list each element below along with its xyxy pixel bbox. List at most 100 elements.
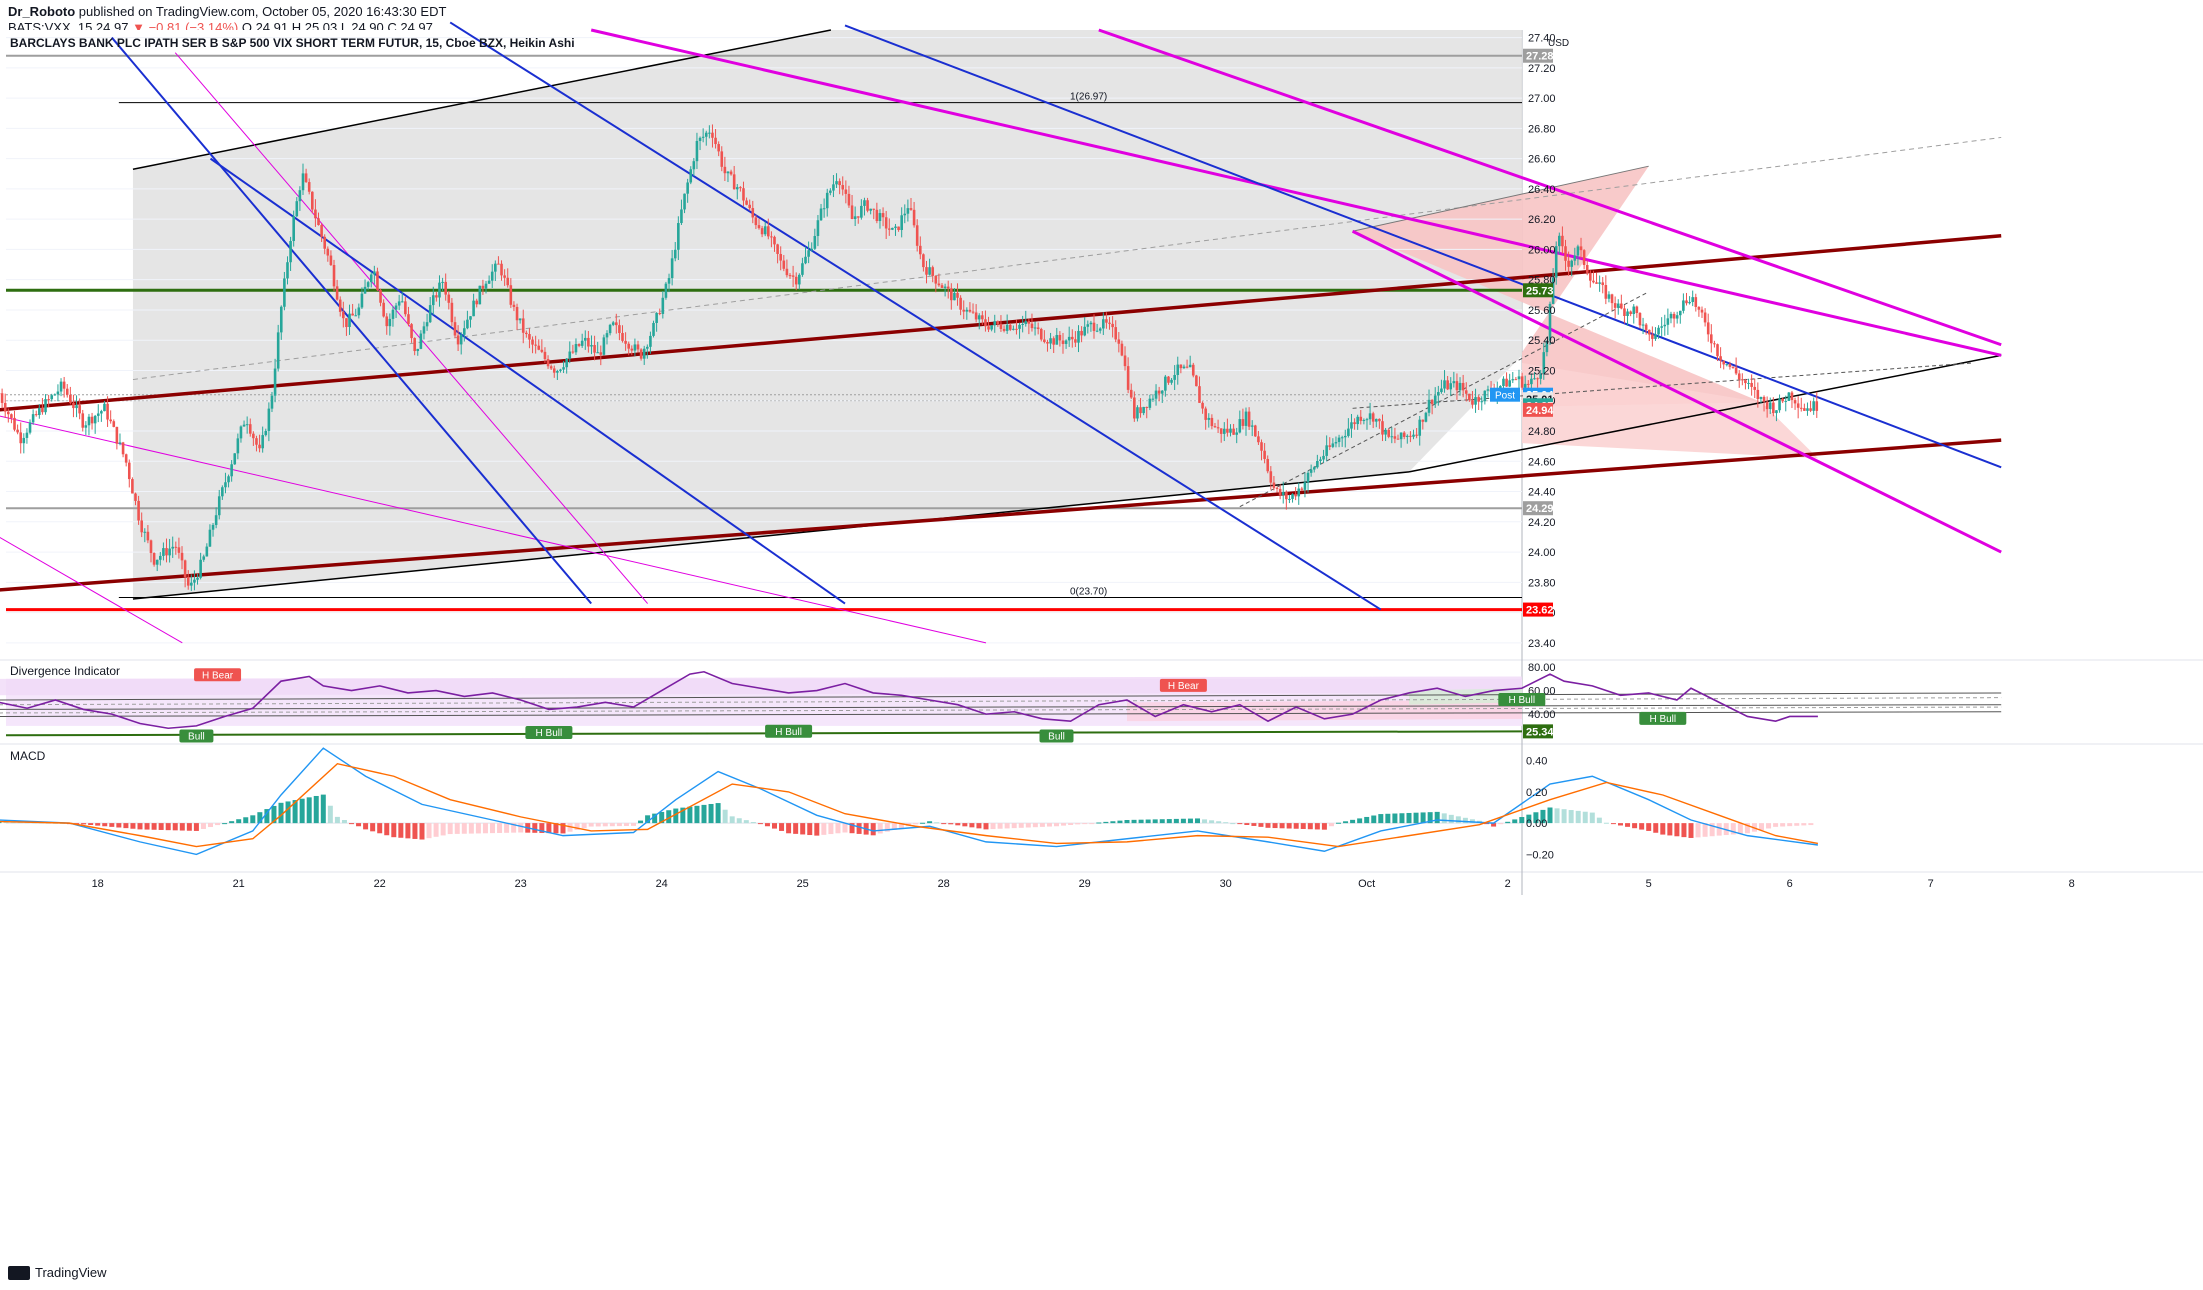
candle-body [739,187,742,189]
candle-body [1080,330,1083,336]
candle-body [159,555,162,560]
candle-body [416,348,420,352]
candle-body [1399,432,1403,440]
macd-histogram-bar [264,809,270,824]
candle-body [41,407,44,413]
price-tick-label: 25.20 [1528,365,1556,377]
candle-body [217,496,221,516]
candle-body [1067,336,1071,341]
candle-body [1725,364,1729,366]
candle-body [1120,343,1124,356]
candle-body [453,322,457,336]
candle-body [81,413,85,428]
macd-histogram-bar [1441,813,1447,824]
candle-body [1024,321,1028,325]
macd-histogram-bar [701,804,707,824]
macd-histogram-bar [1244,823,1250,825]
candle-body [1647,329,1651,335]
candle-body [1167,376,1170,383]
candle-body [261,435,264,449]
candle-body [1750,382,1753,387]
grey-channel-mid-dashed [132,136,2002,381]
macd-histogram-bar [299,798,305,824]
price-pane[interactable]: BARCLAYS BANK PLC IPATH SER B S&P 500 VI… [0,21,2203,895]
candle-body [1759,396,1763,399]
candle-body [608,324,612,334]
candle-body [239,426,243,439]
macd-histogram-bar [786,823,792,834]
macd-histogram-bar [1603,822,1609,824]
candle-body [1703,312,1707,323]
macd-histogram-bar [1533,812,1539,824]
macd-histogram-bar [772,823,777,829]
candle-body [838,181,841,186]
candle-body [314,209,317,219]
candle-body [546,359,550,367]
macd-histogram [0,794,1814,840]
candle-body [1049,338,1052,344]
tradingview-logo[interactable]: TradingView [8,1265,107,1280]
macd-pane[interactable]: MACD −0.20 0.00 0.20 0.40 [0,747,1819,861]
candle-body [869,208,872,211]
macd-histogram-bar [1089,823,1095,825]
candle-body [974,312,978,320]
candle-body [1303,482,1307,490]
candle-body [50,395,54,400]
macd-histogram-bar [1265,823,1271,828]
price-label-box [1523,283,1553,298]
candle-body [428,305,432,323]
candle-body [776,244,779,254]
divergence-pane[interactable]: Divergence Indicator40.0060.0080.0025.34… [0,662,2002,743]
candle-body [556,370,559,373]
macd-histogram-bar [1293,823,1299,829]
candle-body [1660,326,1663,328]
time-tick-label: 5 [1646,878,1652,890]
candle-body [515,306,519,321]
currency-label: USD [1548,38,1569,49]
time-tick-label: Oct [1358,878,1375,890]
candle-body [1254,425,1257,437]
candle-body [1561,235,1564,247]
candle-body [174,546,178,548]
macd-histogram-bar [447,823,453,835]
macd-histogram-bar [278,802,284,824]
macd-histogram-bar [1138,819,1144,824]
candle-body [317,218,320,226]
price-tick-label: 25.40 [1528,335,1556,347]
macd-histogram-bar [736,818,742,824]
candle-body [909,208,913,210]
price-label: 24.29 [1526,503,1554,515]
macd-histogram-bar [250,815,256,824]
candle-body [1033,327,1037,329]
candle-body [521,318,525,333]
candle-body [1455,381,1459,391]
candle-body [1772,402,1775,414]
candle-body [62,381,66,389]
macd-histogram-bar [1328,823,1334,827]
candle-body [1564,246,1567,261]
candle-body [205,546,209,557]
candle-body [469,316,472,320]
candle-body [391,309,395,319]
candle-body [1319,459,1322,462]
candle-body [329,255,333,266]
candle-body [1483,390,1487,402]
macd-histogram-bar [1075,823,1081,825]
candle-body [1461,382,1465,391]
candle-body [1164,376,1167,391]
time-axis[interactable]: 18 21 22 23 24 25 28 29 30 Oct 2 5 6 7 8 [92,878,2075,890]
bear-divergence-badge [1159,678,1207,692]
candle-body [270,395,274,409]
candle-body [109,419,112,422]
candle-body [1179,364,1183,369]
candle-body [1157,390,1161,394]
bull-divergence-badge [1039,729,1074,743]
candle-body [639,349,643,359]
macd-histogram-bar [461,823,467,834]
macd-histogram-bar [116,823,122,828]
macd-histogram-bar [1469,819,1475,824]
macd-histogram-bar [1272,823,1278,829]
macd-histogram-bar [673,808,679,824]
divergence-badge-label: H Bear [202,670,234,681]
